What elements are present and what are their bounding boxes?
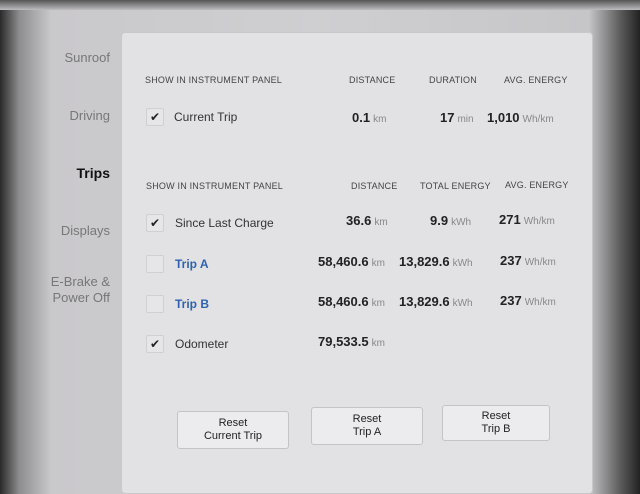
row-label: Since Last Charge bbox=[175, 216, 274, 230]
unit: kWh bbox=[451, 217, 472, 228]
odometer-checkbox[interactable]: ✔ bbox=[146, 335, 164, 353]
value: 13,829.6 bbox=[399, 254, 450, 269]
header-avg-energy: AVG. ENERGY bbox=[505, 180, 569, 190]
value: 79,533.5 bbox=[318, 334, 369, 349]
sidebar-item-ebrake-power-off[interactable]: E-Brake & Power Off bbox=[51, 274, 110, 306]
unit: Wh/km bbox=[522, 114, 554, 125]
unit: km bbox=[371, 258, 385, 269]
value: 1,010 bbox=[487, 110, 520, 125]
value: 237 bbox=[500, 253, 522, 268]
header-distance: DISTANCE bbox=[349, 75, 396, 85]
reset-current-trip-button[interactable]: Reset Current Trip bbox=[177, 411, 289, 449]
unit: Wh/km bbox=[524, 297, 556, 308]
row-energy: 13,829.6 kWh bbox=[399, 254, 473, 269]
row-distance: 58,460.6 km bbox=[318, 294, 385, 309]
header-show-in-panel: SHOW IN INSTRUMENT PANEL bbox=[146, 181, 283, 191]
unit: km bbox=[371, 338, 385, 349]
unit: km bbox=[373, 114, 387, 125]
unit: kWh bbox=[452, 258, 473, 269]
button-label: Trip A bbox=[352, 426, 382, 438]
row-energy: 9.9 kWh bbox=[430, 213, 471, 228]
row-avg-energy: 237 Wh/km bbox=[500, 253, 556, 268]
unit: km bbox=[371, 298, 385, 309]
unit: kWh bbox=[452, 298, 473, 309]
row-label[interactable]: Trip B bbox=[175, 297, 210, 311]
row-avg-energy: 237 Wh/km bbox=[500, 293, 556, 308]
current-distance: 0.1 km bbox=[352, 110, 386, 125]
checkmark-icon: ✔ bbox=[149, 216, 161, 230]
value: 36.6 bbox=[346, 213, 372, 228]
sidebar-item-sunroof[interactable]: Sunroof bbox=[64, 50, 110, 65]
row-label[interactable]: Trip A bbox=[175, 257, 209, 271]
sidebar-item-driving[interactable]: Driving bbox=[69, 108, 110, 123]
row-label: Current Trip bbox=[174, 110, 238, 124]
checkmark-icon: ✔ bbox=[149, 110, 161, 124]
trip-b-checkbox[interactable] bbox=[146, 295, 164, 313]
top-bezel bbox=[0, 0, 640, 10]
button-label: Reset bbox=[218, 417, 248, 429]
value: 271 bbox=[499, 212, 521, 227]
current-trip-checkbox[interactable]: ✔ bbox=[146, 108, 164, 126]
current-duration: 17 min bbox=[440, 110, 474, 125]
since-last-charge-checkbox[interactable]: ✔ bbox=[146, 214, 164, 232]
row-label: Odometer bbox=[175, 337, 229, 351]
unit: Wh/km bbox=[524, 257, 556, 268]
sidebar-item-label: Power Off bbox=[52, 290, 110, 305]
header-distance: DISTANCE bbox=[351, 181, 398, 191]
button-label: Trip B bbox=[481, 423, 511, 435]
trip-a-checkbox[interactable] bbox=[146, 255, 164, 273]
header-total-energy: TOTAL ENERGY bbox=[420, 181, 491, 191]
header-show-in-panel: SHOW IN INSTRUMENT PANEL bbox=[145, 75, 282, 85]
sidebar-item-label: E-Brake & bbox=[50, 274, 110, 289]
sidebar-item-displays[interactable]: Displays bbox=[60, 223, 110, 238]
header-avg-energy: AVG. ENERGY bbox=[504, 75, 568, 85]
header-duration: DURATION bbox=[429, 75, 477, 85]
unit: Wh/km bbox=[523, 216, 555, 227]
checkmark-icon: ✔ bbox=[149, 337, 161, 351]
reset-trip-b-button[interactable]: Reset Trip B bbox=[442, 405, 550, 441]
value: 17 bbox=[440, 110, 455, 125]
current-avg-energy: 1,010 Wh/km bbox=[487, 110, 554, 125]
button-label: Current Trip bbox=[203, 430, 263, 442]
value: 237 bbox=[500, 293, 522, 308]
unit: km bbox=[374, 217, 388, 228]
sidebar-item-trips[interactable]: Trips bbox=[76, 165, 110, 181]
value: 13,829.6 bbox=[399, 294, 450, 309]
button-label: Reset bbox=[481, 410, 511, 422]
row-distance: 58,460.6 km bbox=[318, 254, 385, 269]
unit: min bbox=[457, 114, 474, 125]
value: 58,460.6 bbox=[318, 254, 369, 269]
sidebar: Sunroof Driving Trips Displays E-Brake &… bbox=[20, 0, 120, 480]
value: 9.9 bbox=[430, 213, 449, 228]
value: 58,460.6 bbox=[318, 294, 369, 309]
row-distance: 36.6 km bbox=[346, 213, 388, 228]
value: 0.1 bbox=[352, 110, 371, 125]
row-energy: 13,829.6 kWh bbox=[399, 294, 473, 309]
row-distance: 79,533.5 km bbox=[318, 334, 385, 349]
row-avg-energy: 271 Wh/km bbox=[499, 212, 555, 227]
trips-panel: SHOW IN INSTRUMENT PANEL DISTANCE DURATI… bbox=[121, 32, 593, 494]
button-label: Reset bbox=[352, 413, 382, 425]
reset-trip-a-button[interactable]: Reset Trip A bbox=[311, 407, 423, 445]
